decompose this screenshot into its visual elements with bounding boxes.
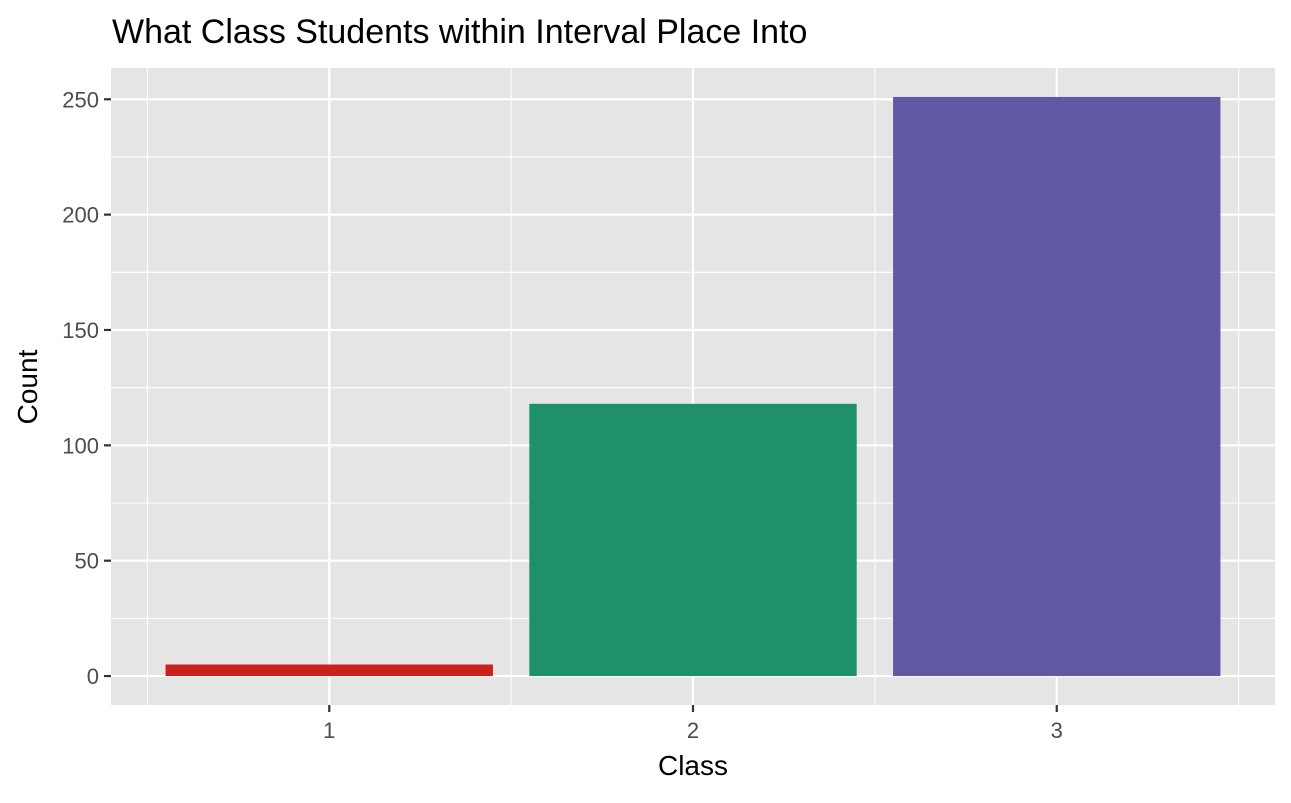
y-tick-label: 150: [62, 318, 99, 343]
y-tick-label: 200: [62, 203, 99, 228]
y-axis-title: Count: [12, 349, 43, 424]
x-axis-title: Class: [658, 750, 728, 781]
bar-class-2: [529, 403, 857, 677]
y-tick-label: 250: [62, 87, 99, 112]
chart-title: What Class Students within Interval Plac…: [112, 13, 807, 51]
y-axis-ticks: 0 50 100 150 200 250: [62, 87, 111, 689]
y-tick-label: 50: [75, 549, 99, 574]
bars: [165, 96, 1221, 677]
bar-class-3: [893, 96, 1221, 677]
y-tick-label: 0: [87, 664, 99, 689]
y-tick-label: 100: [62, 433, 99, 458]
bar-class-1: [165, 664, 493, 677]
x-tick-label: 1: [323, 718, 335, 743]
minor-gridlines-x: [146, 68, 1240, 705]
x-tick-label: 3: [1051, 718, 1063, 743]
x-tick-label: 2: [687, 718, 699, 743]
x-axis-ticks: 1 2 3: [323, 705, 1063, 743]
